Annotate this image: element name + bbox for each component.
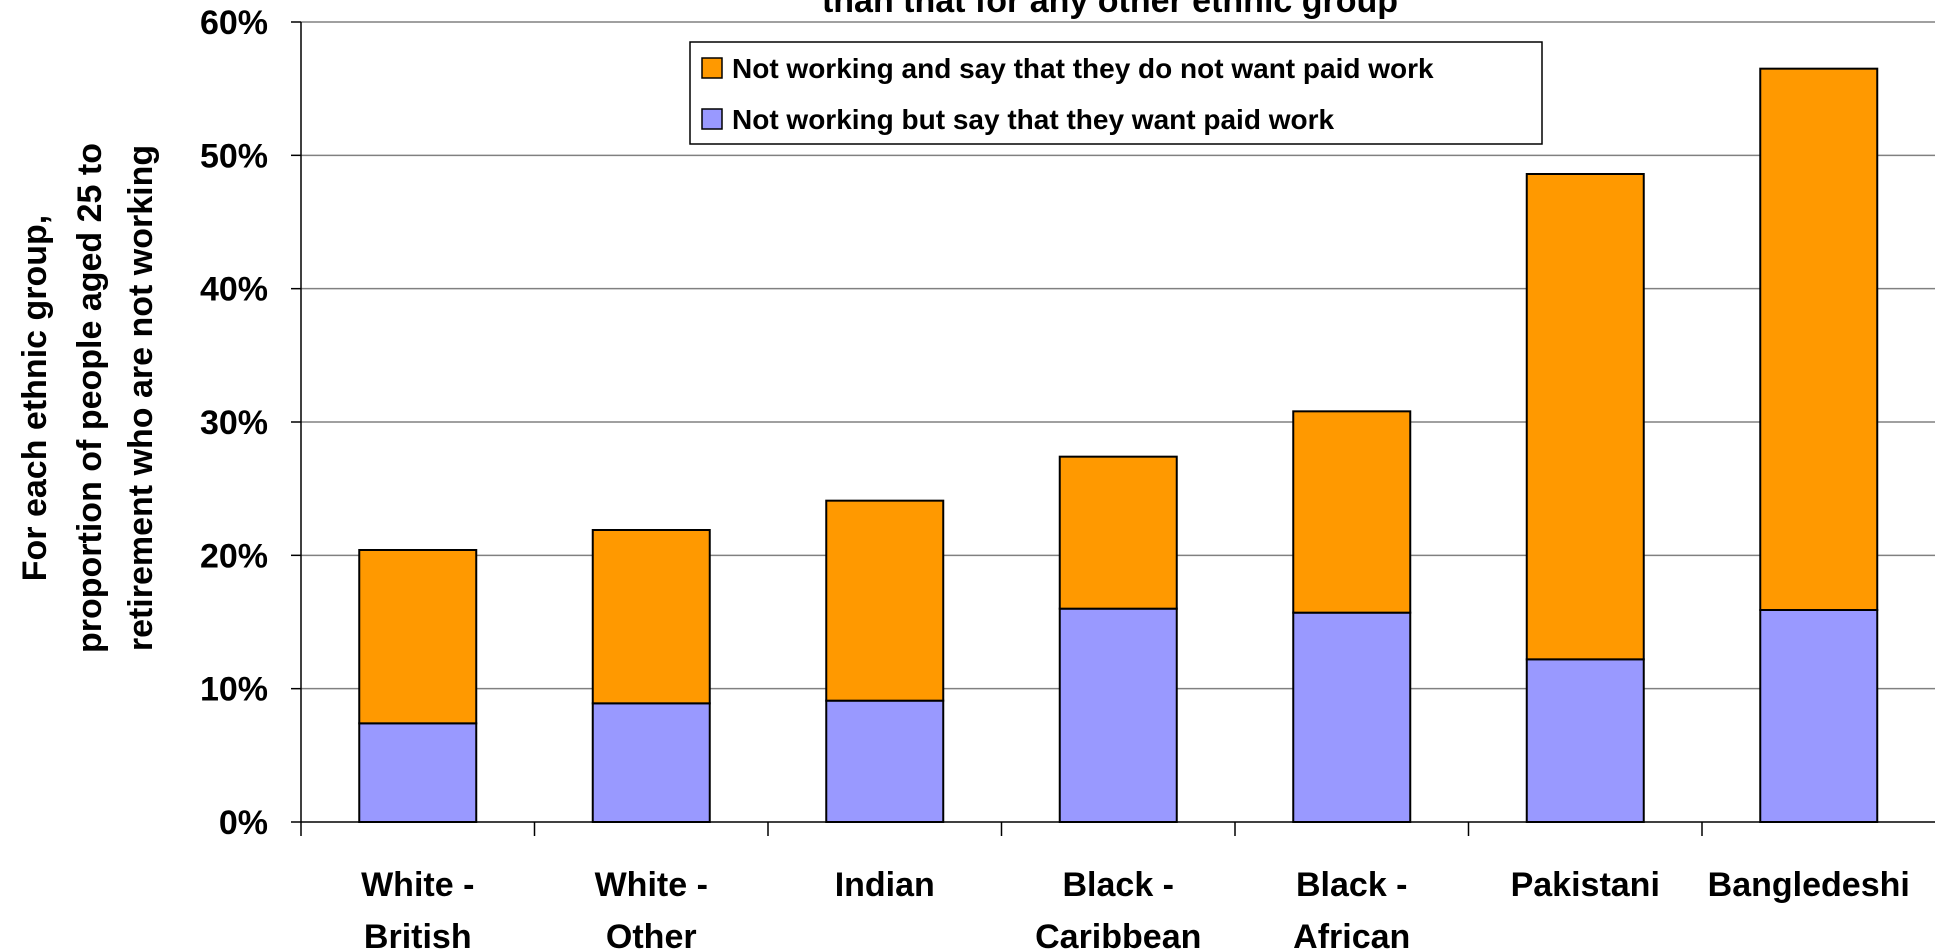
x-category-label: Pakistani xyxy=(1511,866,1660,904)
x-category-label: African xyxy=(1293,918,1410,951)
gridlines xyxy=(291,21,1935,823)
legend-swatch xyxy=(701,108,723,130)
bar-segment xyxy=(1058,607,1178,824)
bar-segment xyxy=(1292,410,1412,614)
y-tick-label: 60% xyxy=(200,4,268,42)
x-category-label: Black - xyxy=(1063,866,1175,904)
y-tick-label: 40% xyxy=(200,271,268,309)
x-category-label: Bangledeshi xyxy=(1708,866,1910,904)
bar-segment xyxy=(1292,611,1412,824)
y-tick-label: 10% xyxy=(200,671,268,709)
bar-segment xyxy=(358,722,478,823)
x-category-label: White - xyxy=(595,866,708,904)
y-axis-title: For each ethnic group, proportion of peop… xyxy=(16,143,160,653)
chart-title: than that for any other ethnic group xyxy=(822,0,1398,20)
bar-segment xyxy=(1525,173,1645,661)
bar-segment xyxy=(591,529,711,705)
bar-segment xyxy=(1759,67,1879,611)
legend-label: Not working but say that they want paid … xyxy=(732,104,1334,135)
y-tick-label: 20% xyxy=(200,537,268,575)
x-category-label: Caribbean xyxy=(1035,918,1201,951)
bar-segment xyxy=(825,499,945,702)
bar-segment xyxy=(358,549,478,725)
y-tick-label: 50% xyxy=(200,137,268,175)
y-tick-labels: 0% 10% 20% 30% 40% 50% 60% xyxy=(200,4,268,842)
x-category-label: Indian xyxy=(835,866,935,904)
bar-segment xyxy=(825,699,945,824)
y-tick-label: 30% xyxy=(200,404,268,442)
y-axis-title-line: retirement who are not working xyxy=(122,145,160,651)
axes xyxy=(300,22,1935,836)
x-category-label: Other xyxy=(606,918,697,951)
y-axis-title-line: For each ethnic group, xyxy=(16,215,54,581)
bar-segment xyxy=(1759,609,1879,823)
x-category-labels: White - British White - Other Indian Black - C… xyxy=(361,866,1910,951)
bars xyxy=(358,67,1879,824)
bar-segment xyxy=(591,702,711,823)
legend-label: Not working and say that they do not wan… xyxy=(732,53,1434,84)
x-category-label: British xyxy=(364,918,472,951)
y-tick-label: 0% xyxy=(219,804,268,842)
legend-box xyxy=(689,41,1543,145)
bar-segment xyxy=(1058,455,1178,610)
legend: Not working and say that they do not wan… xyxy=(689,41,1543,145)
y-axis-title-line: proportion of people aged 25 to xyxy=(71,143,109,653)
bar-segment xyxy=(1525,658,1645,823)
x-category-label: White - xyxy=(361,866,474,904)
x-category-label: Black - xyxy=(1296,866,1408,904)
legend-swatch xyxy=(701,57,723,79)
y-axis-label: For each ethnic group, proportion of peop… xyxy=(16,143,160,653)
